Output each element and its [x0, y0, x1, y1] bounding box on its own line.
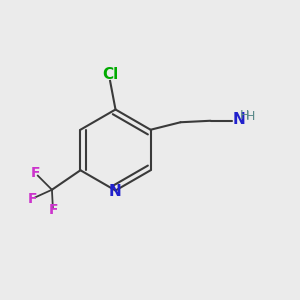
Text: H: H	[246, 110, 255, 123]
Text: N: N	[233, 112, 246, 127]
Text: F: F	[31, 166, 40, 180]
Text: Cl: Cl	[102, 67, 118, 82]
Text: H: H	[240, 109, 249, 122]
Text: F: F	[49, 203, 58, 217]
Text: N: N	[109, 184, 122, 199]
Text: F: F	[28, 192, 37, 206]
